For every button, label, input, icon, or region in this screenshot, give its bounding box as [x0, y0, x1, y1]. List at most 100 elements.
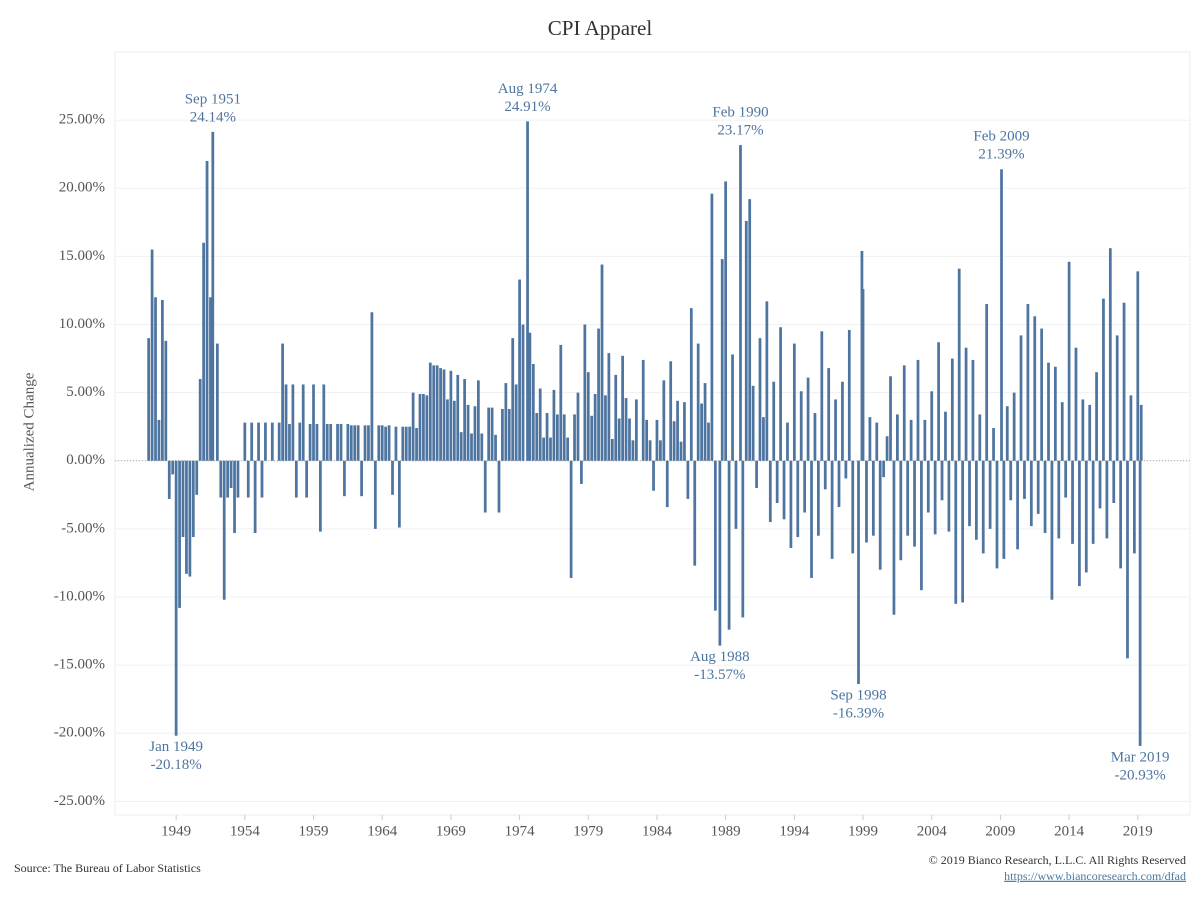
- bar: [981, 460, 985, 554]
- bar: [408, 426, 412, 461]
- bar: [686, 460, 690, 499]
- bar: [861, 289, 865, 461]
- bar: [518, 279, 521, 461]
- bar: [844, 460, 848, 479]
- bar: [779, 327, 782, 461]
- bar: [799, 391, 803, 461]
- bar: [1009, 460, 1013, 501]
- bar: [882, 460, 886, 478]
- bar: [233, 460, 236, 533]
- bar: [916, 359, 920, 461]
- bar: [909, 419, 913, 461]
- bar: [178, 460, 181, 608]
- x-tick-label: 1959: [299, 823, 329, 839]
- bar: [1016, 460, 1019, 550]
- bar: [659, 440, 662, 461]
- bar: [604, 395, 607, 461]
- bar: [549, 437, 552, 461]
- bar: [288, 423, 291, 461]
- bar: [401, 426, 405, 461]
- bar: [236, 460, 240, 498]
- bar: [377, 425, 381, 461]
- bar: [707, 422, 710, 461]
- bar: [1029, 460, 1033, 527]
- bar: [961, 460, 965, 603]
- bar: [446, 399, 449, 461]
- bar: [1115, 335, 1119, 461]
- bar: [528, 332, 532, 461]
- bar: [562, 414, 566, 461]
- bar: [470, 433, 473, 461]
- bar: [277, 422, 281, 461]
- bar: [786, 422, 789, 461]
- bar: [1091, 460, 1095, 544]
- bar: [281, 343, 284, 461]
- bar: [920, 460, 923, 591]
- bar: [476, 380, 480, 461]
- bar: [147, 338, 151, 461]
- x-tick-label: 1974: [505, 823, 536, 839]
- annotation-label: Feb 2009: [973, 129, 1029, 145]
- bar: [734, 460, 738, 529]
- bar: [748, 199, 752, 461]
- bar: [501, 408, 504, 461]
- bar: [545, 413, 549, 461]
- bar: [494, 434, 497, 461]
- bar: [411, 392, 415, 461]
- bar: [312, 384, 315, 461]
- bar: [775, 460, 779, 503]
- bar: [700, 403, 703, 461]
- bar: [497, 460, 501, 513]
- bar: [1122, 302, 1126, 461]
- bar: [418, 393, 422, 461]
- bar: [415, 428, 418, 461]
- bar: [624, 398, 628, 461]
- bar: [174, 460, 178, 736]
- bar: [1129, 395, 1133, 461]
- bar: [796, 460, 800, 538]
- bar: [731, 354, 734, 461]
- bar: [645, 419, 649, 461]
- x-tick-label: 2014: [1054, 823, 1085, 839]
- bar: [428, 362, 432, 461]
- bar: [641, 359, 645, 461]
- y-tick-label: 25.00%: [59, 112, 105, 128]
- bar: [892, 460, 896, 615]
- bar: [923, 419, 927, 461]
- bar: [978, 414, 982, 461]
- bar: [1050, 460, 1054, 600]
- bar: [1019, 335, 1023, 461]
- bar: [679, 441, 683, 461]
- y-tick-label: 5.00%: [66, 384, 105, 400]
- bar: [566, 437, 570, 461]
- bar: [741, 460, 745, 618]
- bar: [559, 344, 563, 461]
- bar: [569, 460, 573, 578]
- x-tick-label: 1984: [642, 823, 673, 839]
- bar: [813, 413, 817, 461]
- bar: [270, 422, 274, 461]
- bar: [652, 460, 655, 491]
- bar: [580, 460, 583, 484]
- bar: [755, 460, 758, 488]
- url[interactable]: https://www.biancoresearch.com/dfad: [1004, 869, 1186, 883]
- bar: [600, 264, 604, 461]
- bar: [782, 460, 786, 520]
- bar: [865, 460, 868, 543]
- annotation-value: -20.18%: [151, 757, 202, 773]
- y-tick-label: 20.00%: [59, 180, 105, 196]
- bar: [1138, 460, 1142, 746]
- bar: [662, 380, 666, 461]
- bar: [363, 425, 367, 461]
- bar: [693, 460, 697, 566]
- bar: [181, 460, 185, 538]
- bar: [250, 422, 254, 461]
- bar: [205, 161, 209, 461]
- bar: [868, 417, 872, 461]
- bar: [442, 369, 446, 461]
- bar: [209, 297, 212, 461]
- bar: [391, 460, 394, 495]
- bar: [531, 364, 535, 461]
- x-tick-label: 2019: [1123, 823, 1153, 839]
- bar: [1026, 304, 1030, 461]
